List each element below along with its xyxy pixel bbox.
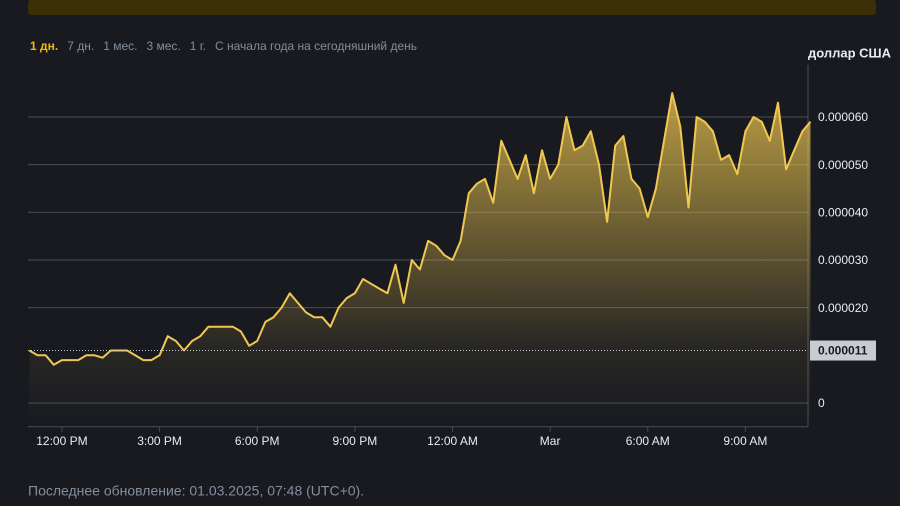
y-tick-label: 0.000040: [818, 205, 868, 219]
tab[interactable]: С начала года на сегодняшний день: [215, 39, 417, 53]
footer: Последнее обновление: 01.03.2025, 07:48 …: [28, 483, 364, 499]
x-tick-label: 9:00 PM: [333, 434, 378, 448]
x-tick-label: 12:00 PM: [36, 434, 87, 448]
y-tick-label: 0: [818, 396, 825, 410]
area-fill: [29, 93, 811, 427]
y-tick-label: 0.000050: [818, 158, 868, 172]
y-axis-label: доллар США: [808, 45, 892, 60]
x-tick-label: 3:00 PM: [137, 434, 182, 448]
y-tick-label: 0.000030: [818, 253, 868, 267]
tab[interactable]: 1 дн.: [30, 39, 58, 53]
x-tick-label: Mar: [540, 434, 561, 448]
tab[interactable]: 7 дн.: [67, 39, 94, 53]
last-price-tag: [810, 340, 876, 361]
tab[interactable]: 1 мес.: [103, 39, 137, 53]
last-price-label: 0.000011: [818, 344, 868, 358]
price-line: [28, 92, 812, 366]
x-tick-label: 9:00 AM: [723, 434, 767, 448]
banner: [28, 0, 876, 15]
y-tick-label: 0.000020: [818, 301, 868, 315]
tab[interactable]: 1 г.: [190, 39, 206, 53]
y-tick-label: 0.000060: [818, 110, 868, 124]
x-tick-label: 12:00 AM: [427, 434, 478, 448]
tab[interactable]: 3 мес.: [146, 39, 180, 53]
tabs: 1 дн. 7 дн. 1 мес. 3 мес. 1 г. С начала года …: [30, 39, 417, 53]
plot: 0 0.000020 0.000030 0.000040 0.000050 0.00006…: [28, 65, 876, 448]
x-tick-label: 6:00 AM: [626, 434, 670, 448]
x-tick-label: 6:00 PM: [235, 434, 280, 448]
